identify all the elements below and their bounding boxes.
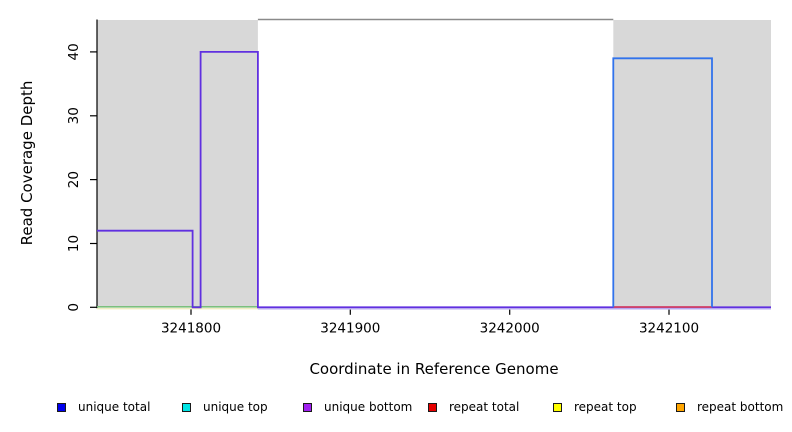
x-tick-label: 3242100 [639, 320, 699, 336]
legend-label: repeat top [574, 400, 637, 414]
y-tick-label: 30 [66, 107, 82, 124]
legend-label: unique total [78, 400, 151, 414]
repeat-total-swatch-icon [428, 402, 437, 412]
x-tick-label: 3242000 [480, 320, 540, 336]
chart-legend: unique total unique top unique bottom re… [0, 398, 792, 416]
series-unique-bottom [97, 51, 771, 309]
legend-label: repeat bottom [697, 400, 784, 414]
series-unique-total [612, 57, 713, 308]
unique-bottom-swatch-icon [303, 402, 312, 412]
x-tick-label: 3241900 [320, 320, 380, 336]
y-tick-label: 20 [66, 171, 82, 188]
left-gray-region [97, 20, 258, 308]
y-tick-label: 0 [66, 303, 82, 312]
x-tick-label: 3241800 [161, 320, 221, 336]
legend-item-repeat-bottom: repeat bottom [676, 398, 783, 416]
legend-item-unique-top: unique top [182, 398, 268, 416]
repeat-top-swatch-icon [553, 402, 562, 412]
legend-label: unique bottom [324, 400, 413, 414]
legend-item-repeat-total: repeat total [428, 398, 519, 416]
repeat-bottom-swatch-icon [676, 402, 685, 412]
legend-item-unique-total: unique total [57, 398, 150, 416]
y-axis-label: Read Coverage Depth [18, 80, 36, 246]
legend-item-repeat-top: repeat top [553, 398, 637, 416]
legend-item-unique-bottom: unique bottom [303, 398, 412, 416]
legend-label: unique top [203, 400, 268, 414]
y-tick-label: 40 [66, 43, 82, 60]
right-gray-region [613, 20, 771, 308]
legend-label: repeat total [449, 400, 520, 414]
y-tick-label: 10 [66, 235, 82, 252]
unique-top-swatch-icon [182, 402, 191, 412]
unique-total-swatch-icon [57, 402, 66, 412]
x-axis-label: Coordinate in Reference Genome [309, 360, 559, 378]
